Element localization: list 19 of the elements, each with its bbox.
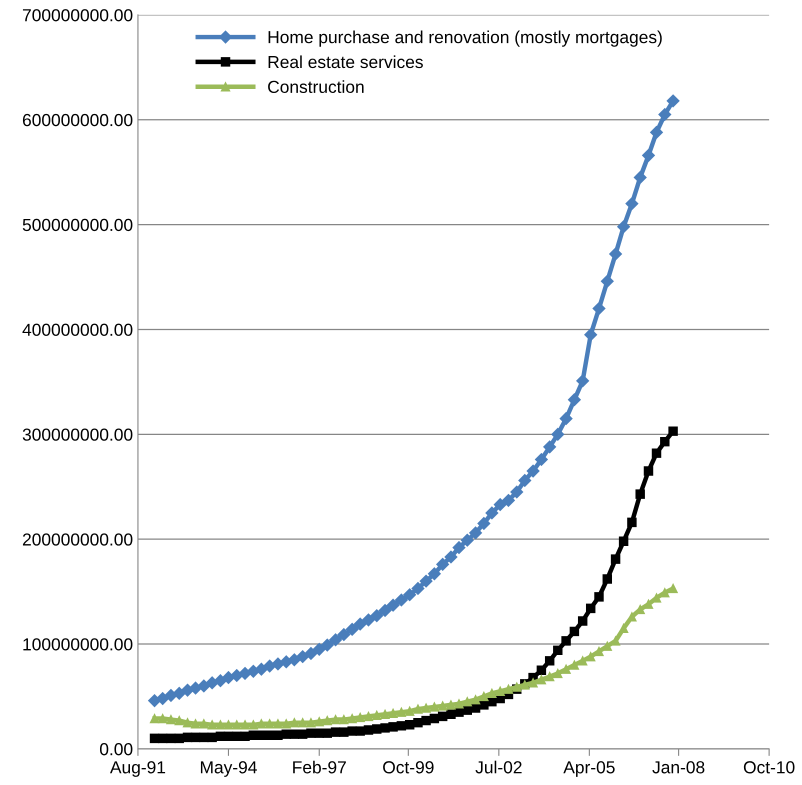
y-tick-label: 300000000.00 (22, 428, 132, 441)
legend-label: Home purchase and renovation (mostly mortgages) (268, 30, 662, 47)
x-tick-label: Oct-10 (744, 761, 794, 774)
legend-label: Construction (268, 80, 364, 94)
legend-label: Real estate services (268, 55, 423, 68)
y-tick-label: 700000000.00 (22, 9, 132, 22)
x-tick-label: May-94 (200, 761, 257, 777)
y-tick-label: 400000000.00 (22, 324, 132, 336)
x-tick-label: Jan-08 (652, 761, 704, 774)
y-tick-label: 600000000.00 (22, 114, 132, 126)
x-tick-label: Feb-97 (293, 760, 346, 774)
x-tick-label: Jul-02 (475, 760, 522, 774)
y-tick-label: 100000000.00 (23, 638, 132, 650)
y-tick-label: 0.00 (100, 743, 132, 756)
y-tick-label: 500000000.00 (22, 218, 132, 232)
x-tick-label: Aug-91 (110, 761, 166, 777)
y-tick-label: 200000000.00 (22, 533, 132, 546)
x-tick-label: Oct-99 (383, 761, 434, 774)
x-tick-label: Apr-05 (563, 761, 615, 777)
